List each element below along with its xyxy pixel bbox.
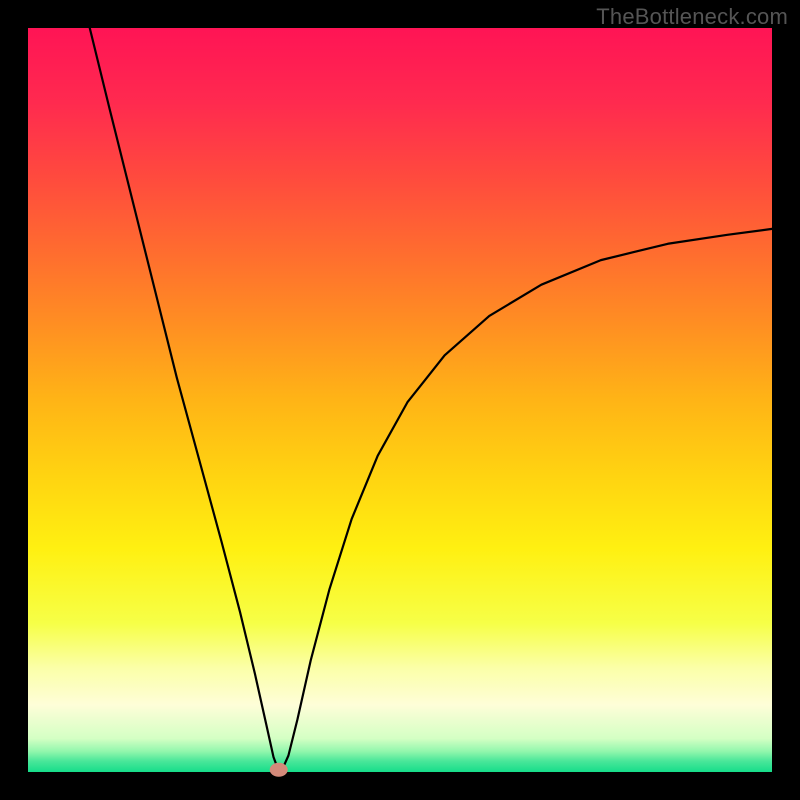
chart-container: TheBottleneck.com bbox=[0, 0, 800, 800]
watermark-text: TheBottleneck.com bbox=[596, 4, 788, 30]
plot-background bbox=[28, 28, 772, 772]
optimum-marker bbox=[270, 763, 288, 777]
bottleneck-chart bbox=[0, 0, 800, 800]
